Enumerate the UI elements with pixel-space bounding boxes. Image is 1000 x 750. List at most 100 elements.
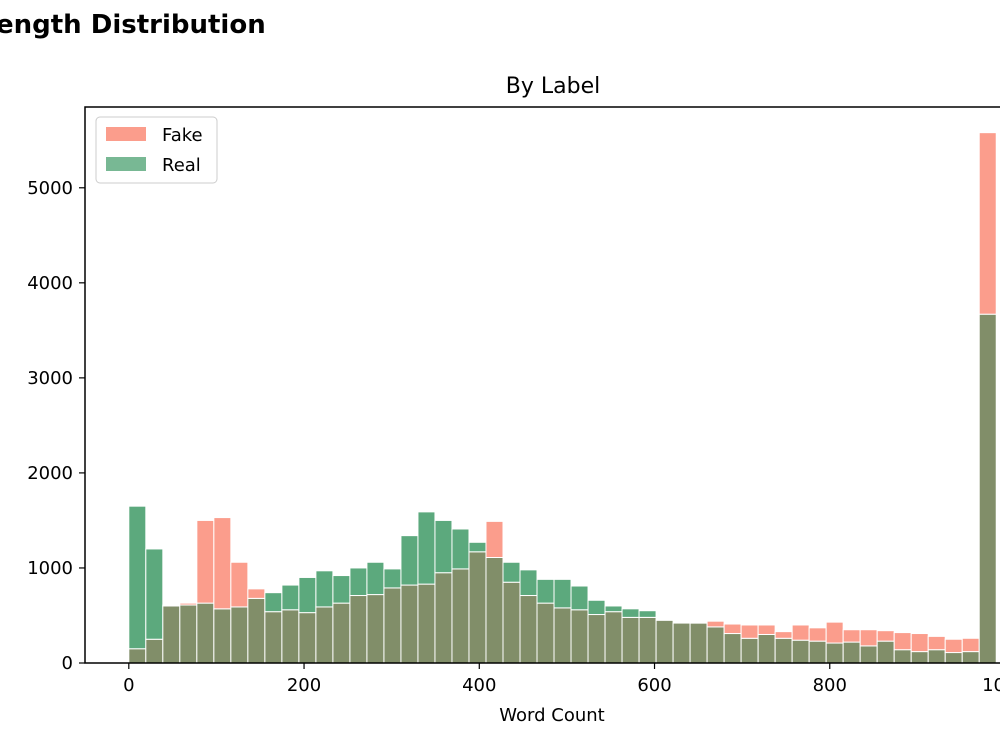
x-tick-label: 400 — [462, 675, 496, 696]
bar-overlap — [978, 313, 997, 663]
bar-overlap — [621, 616, 640, 663]
bar-real — [298, 576, 317, 614]
bar-overlap — [196, 602, 215, 663]
bar-fake — [774, 631, 793, 639]
legend-swatch-real — [106, 157, 146, 171]
y-tick-label: 3000 — [27, 368, 73, 389]
y-tick-label: 5000 — [27, 178, 73, 199]
bar-fake — [723, 623, 742, 635]
bar-overlap — [961, 651, 980, 663]
x-tick-label: 200 — [287, 675, 321, 696]
bar-overlap — [604, 611, 623, 663]
bar-overlap — [876, 640, 895, 663]
bar-overlap — [315, 606, 334, 663]
bar-fake — [961, 637, 980, 653]
bar-overlap — [842, 641, 861, 663]
bar-fake — [808, 627, 827, 642]
y-tick-label: 2000 — [27, 463, 73, 484]
bar-overlap — [757, 633, 776, 663]
bar-fake — [740, 624, 759, 639]
bar-overlap — [502, 581, 521, 663]
x-tick-label: 1000 — [982, 675, 1000, 696]
plot-frame — [84, 106, 1000, 664]
bar-overlap — [570, 609, 589, 663]
bar-real — [417, 511, 436, 585]
bar-fake — [893, 632, 912, 651]
bar-real — [332, 575, 351, 604]
ticks-layer: 0 200 400 600 800 1000 0 1000 2000 3000 4000 5000 — [27, 178, 1000, 696]
legend-label-fake: Fake — [162, 125, 203, 146]
bar-fake — [655, 618, 674, 621]
bar-overlap — [332, 602, 351, 663]
bar-overlap — [298, 612, 317, 663]
bar-fake — [842, 629, 861, 643]
bar-fake — [230, 561, 249, 608]
bar-real — [434, 519, 453, 574]
legend: Fake Real — [95, 116, 218, 184]
bar-overlap — [468, 551, 487, 663]
bars-layer — [128, 132, 997, 663]
x-tick-label: 0 — [123, 675, 134, 696]
bar-real — [519, 569, 538, 597]
bar-real — [536, 578, 555, 604]
bar-overlap — [638, 616, 657, 663]
bar-overlap — [927, 649, 946, 663]
bar-overlap — [417, 583, 436, 663]
legend-swatch-fake — [106, 127, 146, 141]
bar-overlap — [264, 611, 283, 663]
bar-fake — [689, 621, 708, 624]
bar-overlap — [587, 614, 606, 663]
bar-overlap — [485, 557, 504, 663]
bar-overlap — [706, 626, 725, 663]
bar-overlap — [893, 649, 912, 663]
bar-fake — [179, 602, 198, 606]
bar-real — [400, 535, 419, 586]
bar-overlap — [655, 619, 674, 663]
bar-overlap — [808, 640, 827, 663]
bar-real — [383, 568, 402, 589]
bar-overlap — [740, 637, 759, 663]
bar-real — [349, 567, 368, 597]
y-tick-label: 1000 — [27, 558, 73, 579]
bar-fake — [876, 630, 895, 642]
bar-real — [621, 608, 640, 618]
bar-fake — [485, 520, 504, 559]
bar-real — [502, 561, 521, 583]
x-tick-label: 600 — [637, 675, 671, 696]
bar-overlap — [536, 602, 555, 663]
bar-fake — [910, 633, 929, 653]
bar-overlap — [179, 604, 198, 663]
bar-overlap — [230, 606, 249, 663]
chart-title: By Label — [506, 74, 600, 99]
bar-overlap — [366, 594, 385, 663]
bar-real — [638, 610, 657, 618]
bar-real — [281, 584, 300, 611]
bar-overlap — [128, 648, 147, 663]
bar-fake — [791, 624, 810, 641]
x-tick-label: 800 — [813, 675, 847, 696]
bar-real — [570, 585, 589, 611]
bar-overlap — [519, 595, 538, 663]
bar-overlap — [944, 652, 963, 663]
bar-overlap — [672, 622, 691, 663]
figure-title: ength Distribution — [0, 10, 266, 40]
bar-real — [315, 570, 334, 608]
bar-real — [145, 548, 164, 640]
bar-fake — [247, 588, 266, 599]
bar-fake — [757, 624, 776, 635]
bar-overlap — [247, 597, 266, 663]
bar-overlap — [400, 584, 419, 663]
bar-fake — [706, 620, 725, 628]
bar-overlap — [349, 595, 368, 663]
legend-label-real: Real — [162, 155, 201, 176]
bar-overlap — [383, 587, 402, 663]
bar-fake — [944, 638, 963, 654]
bar-real — [128, 505, 147, 650]
bar-overlap — [859, 645, 878, 663]
bar-overlap — [162, 605, 181, 663]
bar-real — [553, 578, 572, 609]
bar-real — [451, 528, 470, 570]
bar-real — [468, 541, 487, 553]
bar-overlap — [723, 633, 742, 663]
bar-real — [587, 599, 606, 616]
